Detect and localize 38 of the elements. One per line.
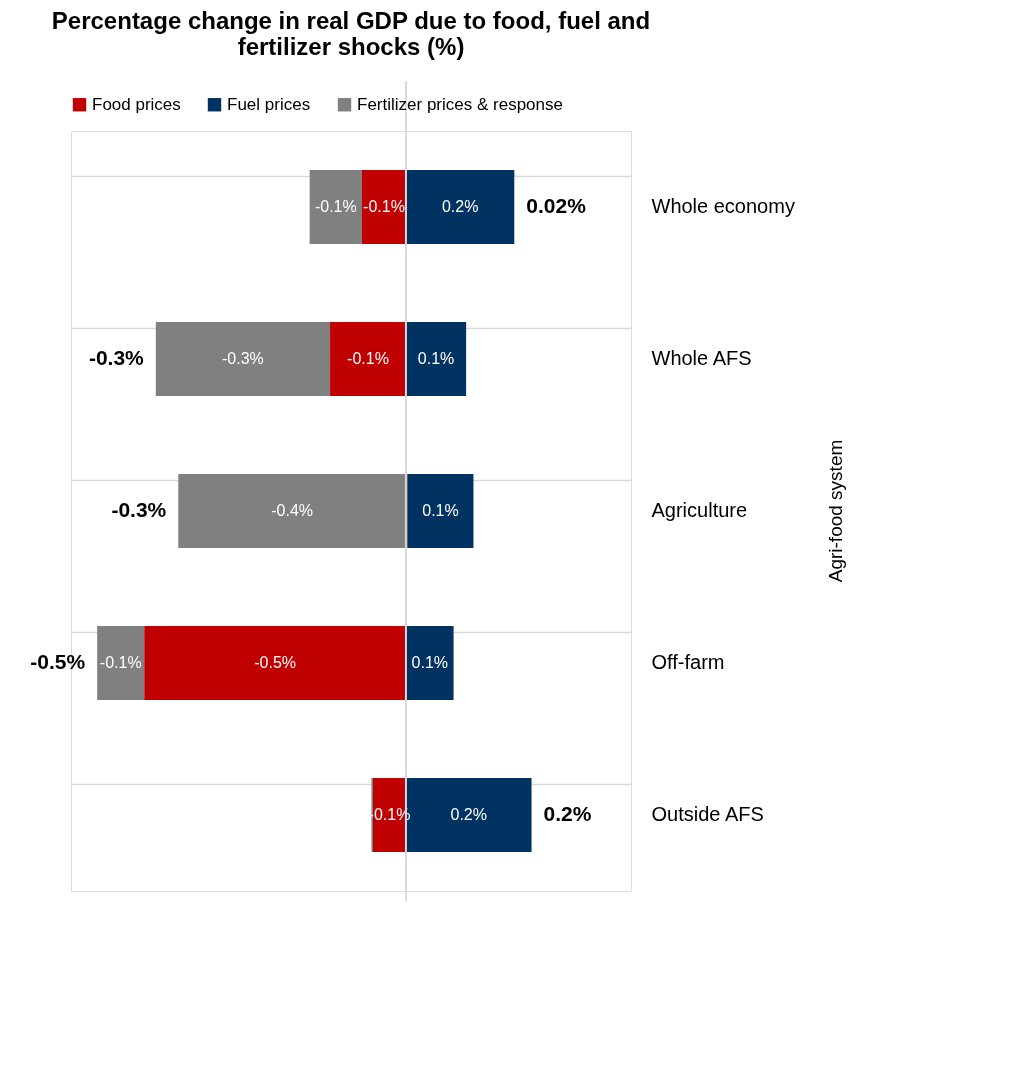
data-label: -0.5% [254,654,297,671]
bar [155,322,331,396]
total-label: 0.02% [526,194,587,217]
legend-label: Food prices [92,94,181,114]
bar [309,170,362,244]
data-label: -0.1% [363,198,405,215]
data-label: -0.1% [314,198,357,215]
data-label: 0.1% [411,654,448,671]
data-label: 0.1% [417,350,455,367]
bar [361,170,406,244]
data-label: 0.2% [450,806,487,823]
bar [97,626,145,700]
bar [144,626,406,700]
total-label: 0.2% [543,802,592,825]
data-label: -0.1% [347,350,389,367]
total-label: -0.3% [111,498,167,521]
text: Agri-food system [825,439,846,583]
bar [405,170,515,244]
y-tick-label: Whole AFS [651,347,752,369]
bar [330,322,406,396]
total-label: -0.5% [30,650,86,673]
legend-label: Fertilizer prices & response [357,94,563,114]
y-tick-label: Agriculture [651,499,748,521]
bar [178,474,406,548]
bar [407,474,474,548]
bar [405,626,454,700]
y-tick-label: Off-farm [651,651,725,673]
data-label: -0.3% [222,350,264,367]
data-label: -0.4% [271,502,314,519]
data-label: 0.1% [422,502,459,519]
y-tick-label: Outside AFS [651,803,764,825]
bar [405,322,467,396]
legend-label: Fuel prices [227,94,311,114]
y-tick-label: Whole economy [651,195,795,217]
data-label: 0.2% [441,198,479,215]
total-label: -0.3% [88,346,145,369]
data-label: -0.1% [99,654,142,671]
chart-title: Percentage change in real GDP due to food, fuel and fertilizer shocks (%) [51,7,651,60]
